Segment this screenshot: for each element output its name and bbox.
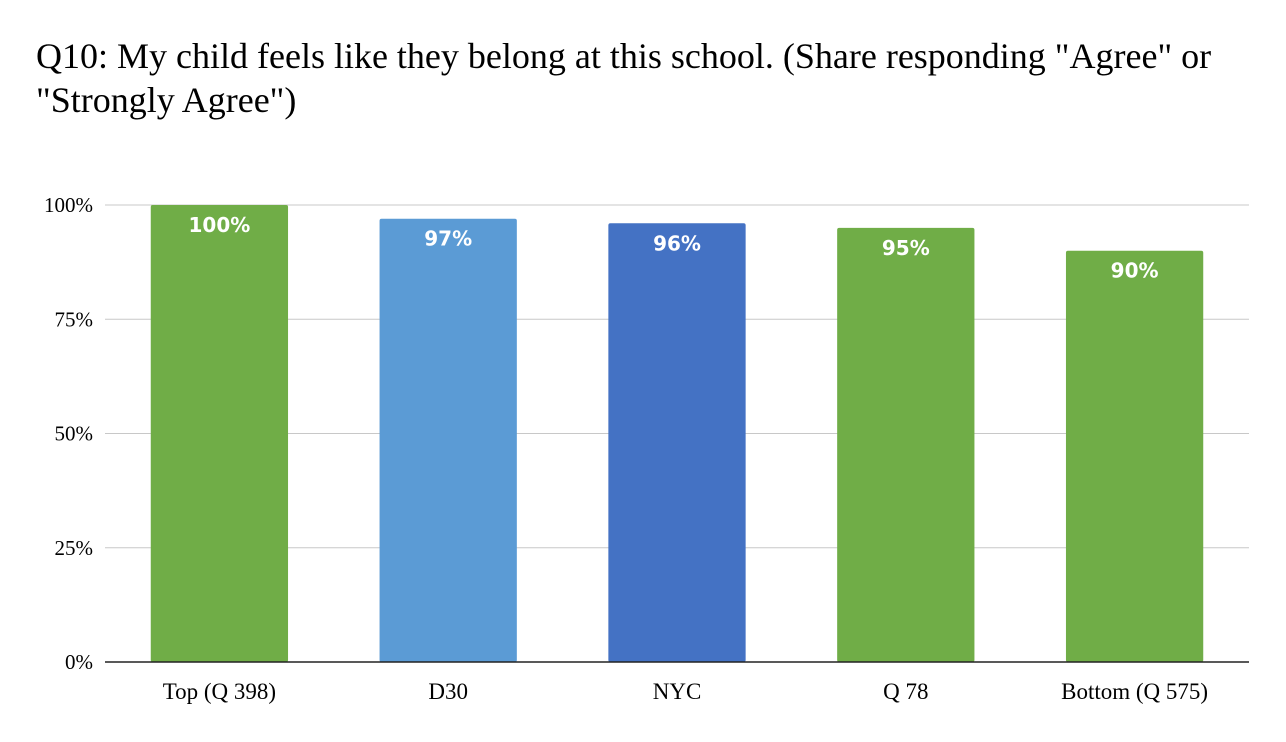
x-category-label: Q 78 [883, 679, 928, 704]
bar-data-label: 96% [653, 231, 701, 255]
bar [1065, 250, 1204, 662]
x-category-label: Top (Q 398) [163, 679, 276, 704]
y-tick-label: 75% [55, 307, 94, 331]
x-axis-category-labels: Top (Q 398) D30 NYC Q 78 Bottom (Q 575) [163, 679, 1208, 704]
bar-data-label: 90% [1111, 259, 1159, 283]
x-category-label: Bottom (Q 575) [1061, 679, 1208, 704]
x-category-label: D30 [428, 679, 468, 704]
bar [150, 205, 289, 662]
y-axis-tick-labels: 0% 25% 50% 75% 100% [44, 193, 93, 674]
y-tick-label: 25% [55, 536, 94, 560]
bar [837, 227, 975, 662]
chart-title: Q10: My child feels like they belong at … [36, 36, 1212, 120]
bars [150, 205, 1204, 662]
y-tick-label: 0% [65, 650, 93, 674]
y-tick-label: 50% [55, 422, 94, 446]
x-category-label: NYC [653, 679, 702, 704]
bar [608, 223, 746, 662]
bar [379, 218, 517, 662]
bar-data-label: 97% [424, 227, 472, 251]
data-labels: 100% 97% 96% 95% 90% [189, 213, 1159, 283]
y-tick-label: 100% [44, 193, 93, 217]
bar-data-label: 100% [189, 213, 251, 237]
bar-data-label: 95% [882, 236, 930, 260]
